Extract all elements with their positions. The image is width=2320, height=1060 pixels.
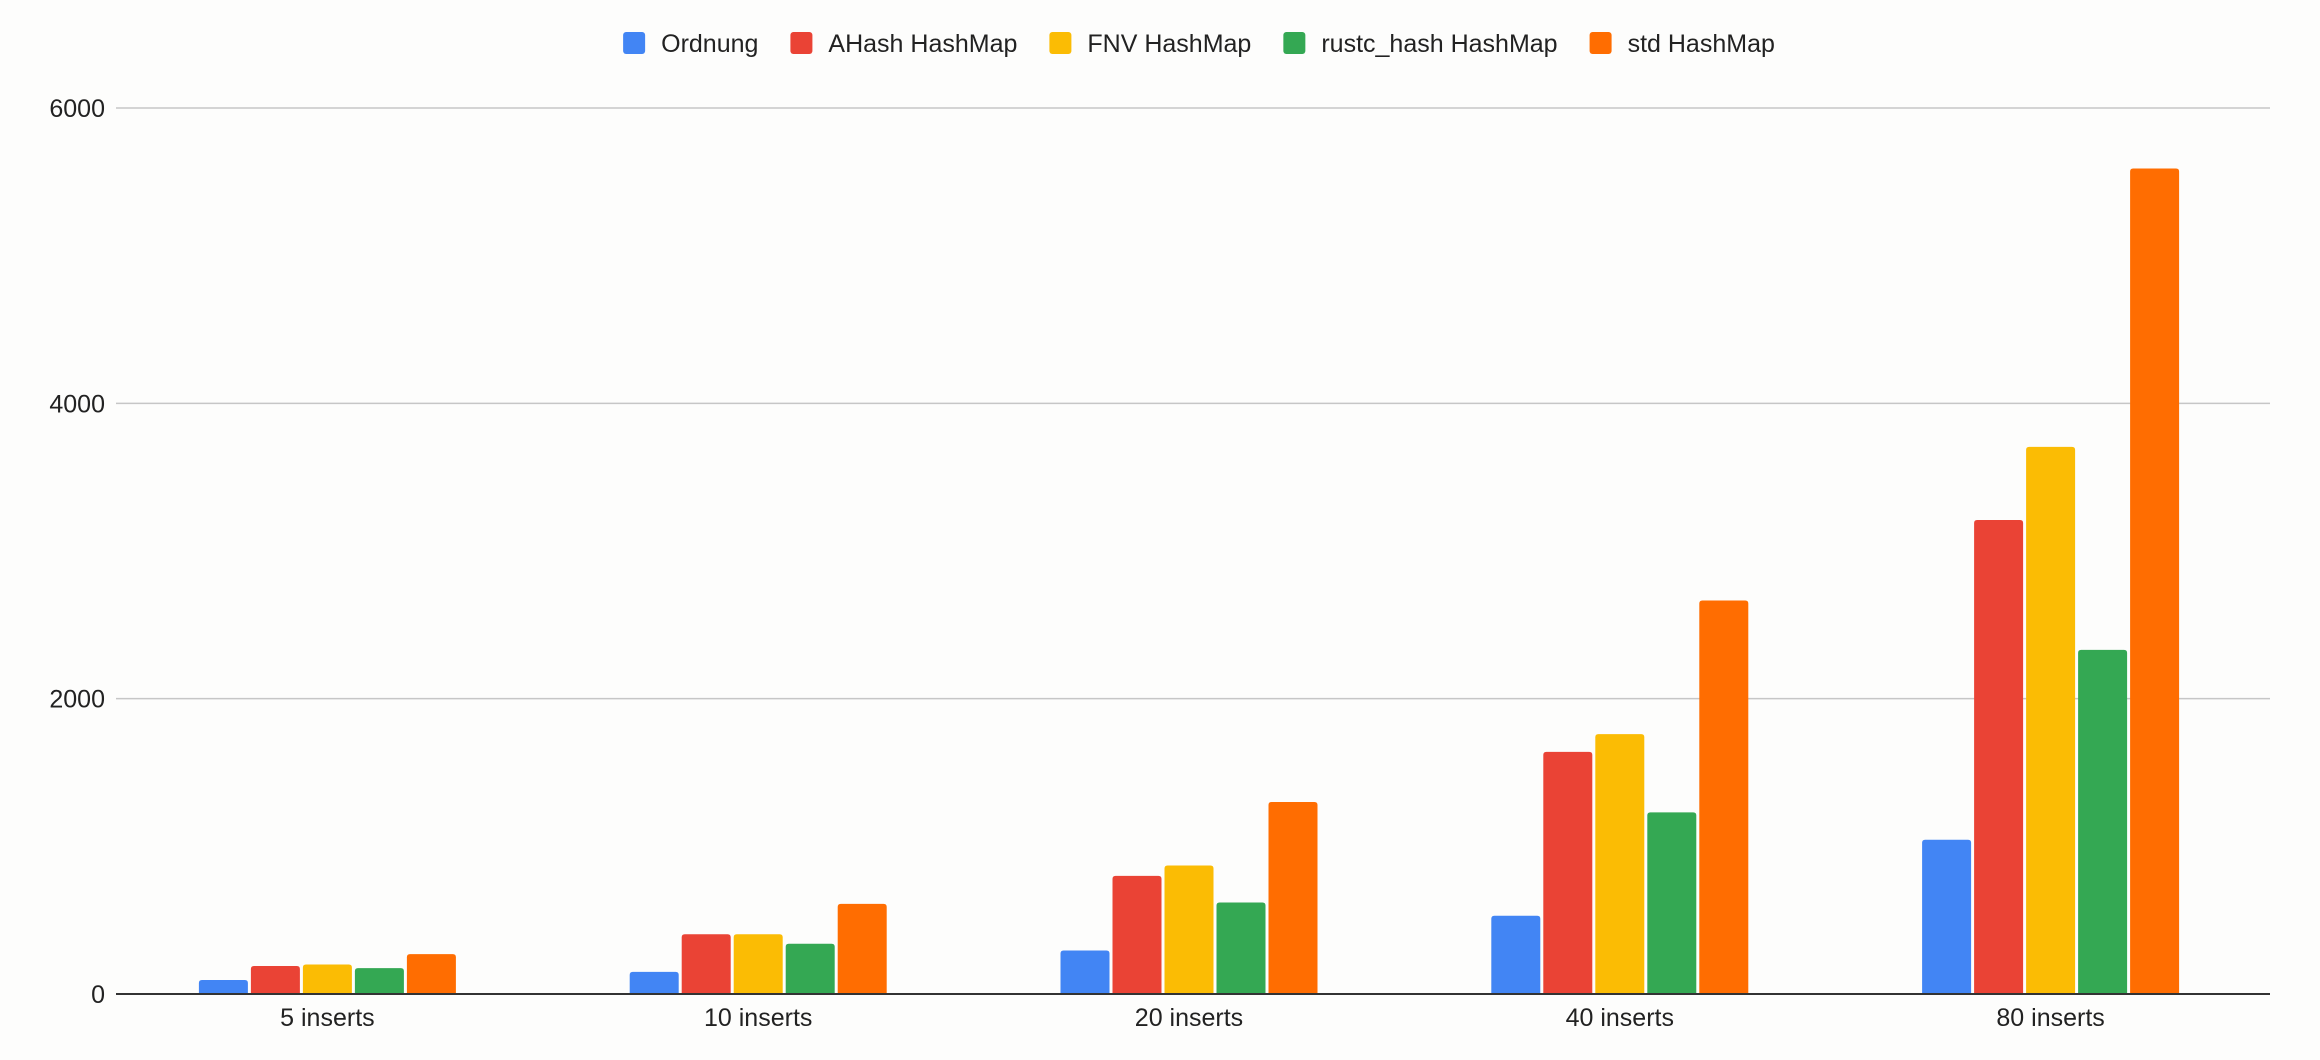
bar-fnv-hashmap-80-inserts (2026, 446, 2076, 994)
legend-swatch-rustc-hash-hashmap (1283, 32, 1306, 54)
legend-item-std-hashmap[interactable]: std HashMap (1589, 30, 1775, 58)
legend: Ordnung AHash HashMap FNV HashMap rustc_has… (623, 30, 1775, 58)
bar-ahash-hashmap-5-inserts (250, 965, 300, 994)
bar-fnv-hashmap-40-inserts (1595, 734, 1645, 994)
y-tick-label: 4000 (49, 390, 105, 418)
x-tick-label-80-inserts: 80 inserts (1996, 1004, 2104, 1032)
bar-fnv-hashmap-20-inserts (1164, 865, 1214, 994)
bar-std-hashmap-10-inserts (837, 903, 887, 994)
legend-swatch-std-hashmap (1589, 32, 1612, 54)
bar-rustc-hash-hashmap-40-inserts (1647, 812, 1697, 994)
legend-item-rustc-hash-hashmap[interactable]: rustc_hash HashMap (1283, 30, 1558, 58)
bar-ordnung-10-inserts (629, 971, 679, 994)
bar-ordnung-20-inserts (1060, 950, 1110, 994)
bar-ahash-hashmap-40-inserts (1543, 751, 1593, 994)
bar-fnv-hashmap-5-inserts (302, 964, 352, 994)
x-tick-label-10-inserts: 10 inserts (704, 1004, 812, 1032)
y-tick-label: 2000 (49, 686, 105, 714)
bar-ordnung-5-inserts (198, 979, 248, 994)
legend-label-std-hashmap: std HashMap (1628, 30, 1775, 58)
y-tick-label: 6000 (49, 95, 105, 123)
x-axis-labels: 5 inserts 10 inserts 20 inserts 40 inserts 8… (280, 1004, 2105, 1032)
legend-label-rustc-hash-hashmap: rustc_hash HashMap (1321, 30, 1557, 58)
legend-swatch-ahash-hashmap (790, 32, 813, 54)
bar-std-hashmap-40-inserts (1699, 600, 1749, 994)
bar-rustc-hash-hashmap-80-inserts (2078, 649, 2128, 994)
bar-std-hashmap-80-inserts (2130, 168, 2180, 994)
bar-fnv-hashmap-10-inserts (733, 934, 783, 994)
legend-label-fnv-hashmap: FNV HashMap (1087, 30, 1251, 58)
y-tick-label: 0 (91, 981, 105, 1009)
gridlines (116, 107, 2270, 700)
legend-label-ahash-hashmap: AHash HashMap (828, 30, 1017, 58)
legend-label-ordnung: Ordnung (661, 30, 758, 58)
bar-ahash-hashmap-20-inserts (1112, 875, 1162, 994)
x-tick-label-40-inserts: 40 inserts (1566, 1004, 1674, 1032)
bar-ahash-hashmap-10-inserts (681, 934, 731, 994)
bar-ahash-hashmap-80-inserts (1974, 519, 2024, 994)
bar-std-hashmap-5-inserts (406, 954, 456, 994)
y-axis-labels: 0 2000 4000 6000 (49, 95, 105, 1009)
legend-item-fnv-hashmap[interactable]: FNV HashMap (1049, 30, 1251, 58)
legend-swatch-fnv-hashmap (1049, 32, 1072, 54)
legend-item-ahash-hashmap[interactable]: AHash HashMap (790, 30, 1017, 58)
bar-std-hashmap-20-inserts (1268, 802, 1318, 994)
bar-ordnung-40-inserts (1491, 915, 1541, 994)
x-tick-label-20-inserts: 20 inserts (1135, 1004, 1243, 1032)
bar-rustc-hash-hashmap-5-inserts (354, 968, 404, 994)
bar-rustc-hash-hashmap-10-inserts (785, 943, 835, 994)
legend-item-ordnung[interactable]: Ordnung (623, 30, 758, 58)
bar-ordnung-80-inserts (1922, 839, 1972, 994)
legend-swatch-ordnung (623, 32, 646, 54)
x-tick-label-5-inserts: 5 inserts (280, 1004, 374, 1032)
bars (198, 168, 2180, 994)
bar-rustc-hash-hashmap-20-inserts (1216, 902, 1266, 994)
